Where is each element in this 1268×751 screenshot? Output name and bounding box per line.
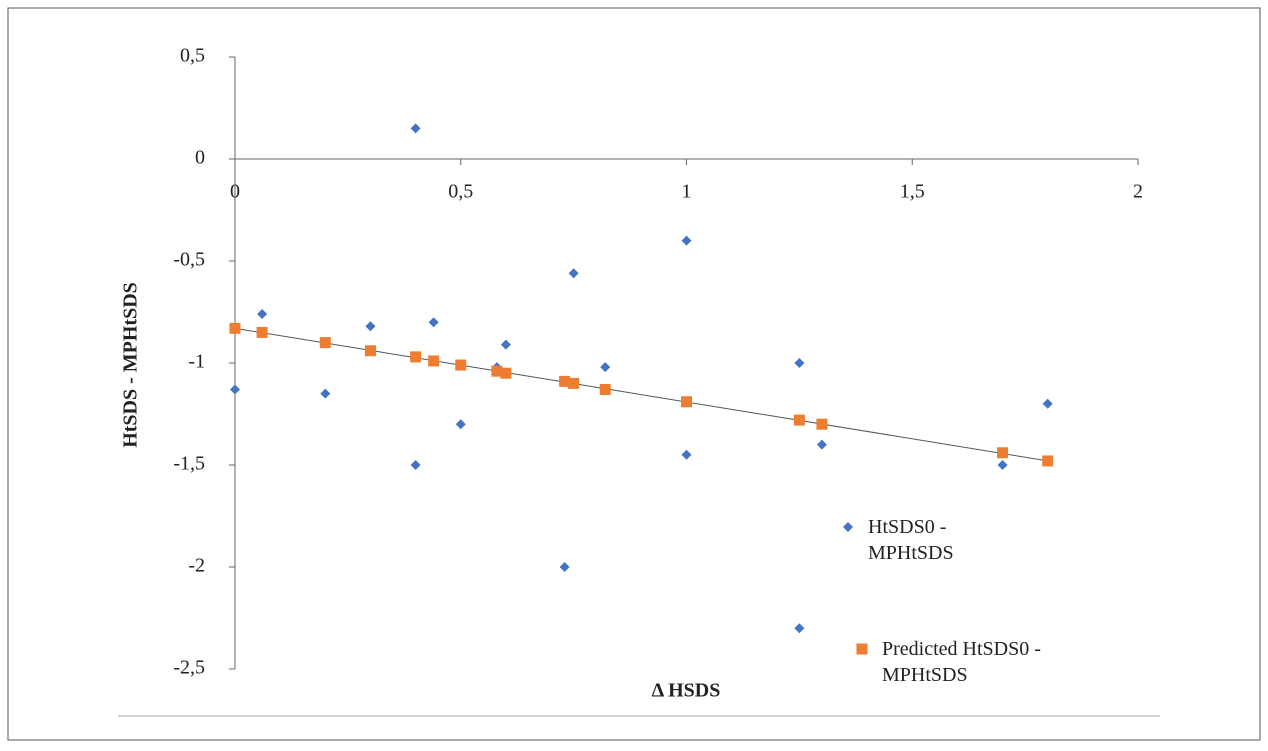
point xyxy=(500,367,512,379)
legend-label: Predicted HtSDS0 - MPHtSDS xyxy=(882,638,1041,686)
point xyxy=(428,355,440,367)
point xyxy=(681,396,692,408)
y-tick-label: -2,5 xyxy=(173,657,205,679)
legend-swatch xyxy=(843,522,853,532)
point xyxy=(500,339,511,350)
point xyxy=(793,414,805,426)
point xyxy=(364,345,376,357)
point xyxy=(1042,455,1054,467)
point xyxy=(600,362,611,373)
y-axis-label: HtSDS - MPHtSDS xyxy=(120,282,142,448)
x-tick-label: 0 xyxy=(230,181,240,203)
point xyxy=(997,447,1009,459)
point xyxy=(428,317,439,328)
point xyxy=(455,359,467,371)
point xyxy=(319,337,331,349)
point xyxy=(681,235,692,246)
x-axis-label: Δ HSDS xyxy=(652,680,721,702)
x-tick-label: 1 xyxy=(682,181,692,203)
point xyxy=(320,388,331,399)
point xyxy=(256,326,268,338)
point xyxy=(455,419,466,430)
y-tick-label: -2 xyxy=(188,555,205,577)
point xyxy=(816,439,827,450)
point xyxy=(365,321,376,332)
point xyxy=(559,375,571,387)
y-tick-label: 0,5 xyxy=(180,45,205,67)
trendline xyxy=(234,327,1048,462)
frame xyxy=(7,7,1261,741)
point xyxy=(568,268,579,279)
point xyxy=(568,377,580,389)
y-tick-label: -0,5 xyxy=(173,249,205,271)
point xyxy=(1042,398,1053,409)
point xyxy=(491,365,503,377)
point xyxy=(794,358,805,368)
x-tick-label: 1,5 xyxy=(900,181,925,203)
x-tick-label: 0,5 xyxy=(448,181,473,203)
point xyxy=(681,449,692,460)
point xyxy=(599,384,611,396)
point xyxy=(997,460,1008,470)
point xyxy=(794,623,805,634)
point xyxy=(257,309,268,320)
x-tick-label: 2 xyxy=(1133,181,1143,203)
legend-label: HtSDS0 - MPHtSDS xyxy=(868,516,954,564)
legend-swatch xyxy=(856,643,868,655)
y-tick-label: 0 xyxy=(195,147,205,169)
point xyxy=(816,418,828,430)
point xyxy=(410,460,421,470)
point xyxy=(410,351,422,363)
point xyxy=(230,384,240,395)
point xyxy=(229,322,241,334)
y-tick-label: -1 xyxy=(188,351,205,373)
point xyxy=(410,123,421,134)
point xyxy=(559,562,570,572)
y-tick-label: -1,5 xyxy=(173,453,205,475)
